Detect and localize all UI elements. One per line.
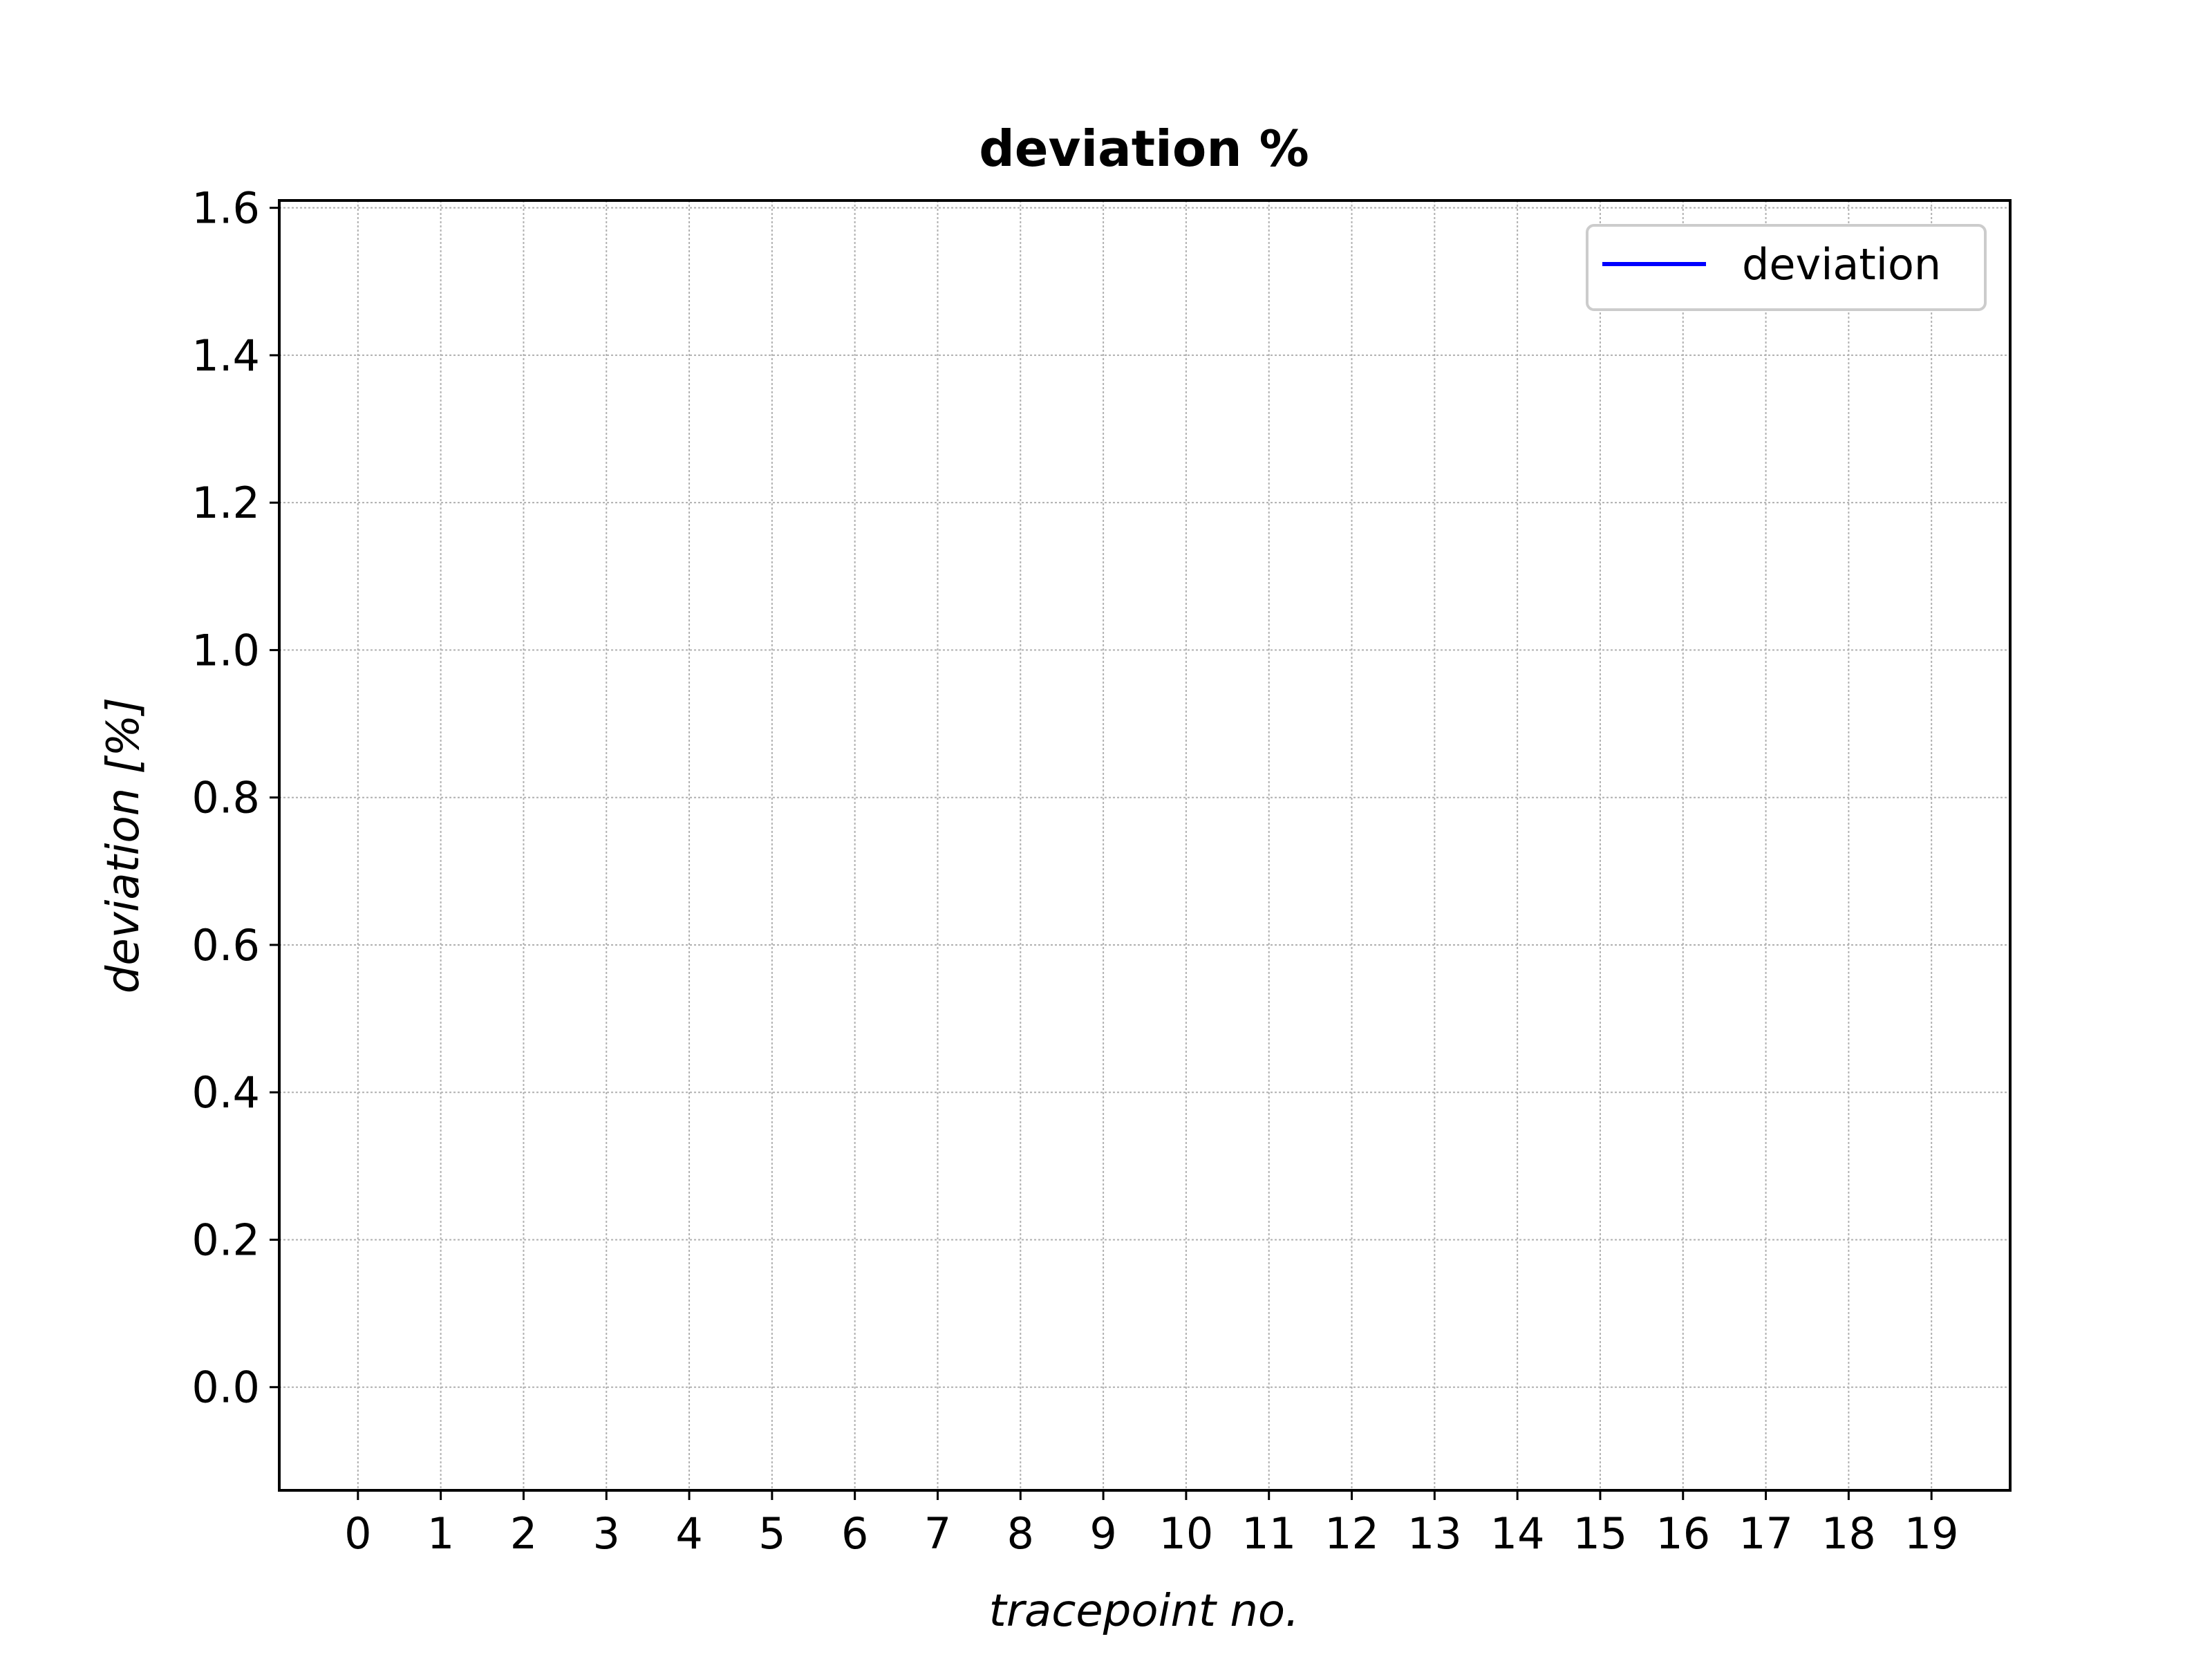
y-tick-label-1: 0.2 <box>191 1215 260 1265</box>
x-tick-label-16: 16 <box>1656 1508 1710 1559</box>
x-tick-label-4: 4 <box>675 1508 702 1559</box>
x-tick-label-5: 5 <box>758 1508 785 1559</box>
grid <box>279 200 2010 1490</box>
chart-title: deviation % <box>979 120 1309 178</box>
x-tick-label-11: 11 <box>1241 1508 1296 1559</box>
y-tick-label-6: 1.2 <box>191 478 260 528</box>
x-tick-label-14: 14 <box>1490 1508 1545 1559</box>
y-tick-label-7: 1.4 <box>191 330 260 381</box>
x-axis-ticks: 0 1 2 3 4 5 6 7 8 9 10 11 12 13 14 15 16 17 18 19 <box>344 1490 1959 1559</box>
x-tick-label-3: 3 <box>593 1508 620 1559</box>
x-tick-label-0: 0 <box>344 1508 371 1559</box>
y-tick-label-0: 0.0 <box>191 1362 260 1413</box>
x-axis-label: tracepoint no. <box>989 1586 1300 1637</box>
x-tick-label-12: 12 <box>1324 1508 1379 1559</box>
x-tick-label-19: 19 <box>1904 1508 1959 1559</box>
x-tick-label-17: 17 <box>1738 1508 1793 1559</box>
x-tick-label-10: 10 <box>1159 1508 1213 1559</box>
y-tick-label-3: 0.6 <box>191 920 260 971</box>
x-tick-label-2: 2 <box>510 1508 537 1559</box>
legend-label-deviation: deviation <box>1742 239 1941 290</box>
y-axis-ticks: 0.0 0.2 0.4 0.6 0.8 1.0 1.2 1.4 1.6 <box>191 183 279 1413</box>
x-tick-label-18: 18 <box>1821 1508 1876 1559</box>
y-tick-label-2: 0.4 <box>191 1067 260 1118</box>
legend-box <box>1586 224 1987 311</box>
x-tick-label-15: 15 <box>1573 1508 1627 1559</box>
x-tick-label-1: 1 <box>427 1508 454 1559</box>
y-tick-label-5: 1.0 <box>191 625 260 675</box>
plot-area-frame <box>278 199 2012 1492</box>
x-tick-label-6: 6 <box>841 1508 868 1559</box>
x-tick-label-7: 7 <box>924 1508 951 1559</box>
x-tick-label-8: 8 <box>1007 1508 1034 1559</box>
x-tick-label-13: 13 <box>1407 1508 1462 1559</box>
y-axis-label: deviation [%] <box>98 697 149 994</box>
y-tick-label-4: 0.8 <box>191 773 260 823</box>
y-tick-label-8: 1.6 <box>191 183 260 234</box>
legend: deviation <box>1586 224 1987 311</box>
x-tick-label-9: 9 <box>1089 1508 1116 1559</box>
